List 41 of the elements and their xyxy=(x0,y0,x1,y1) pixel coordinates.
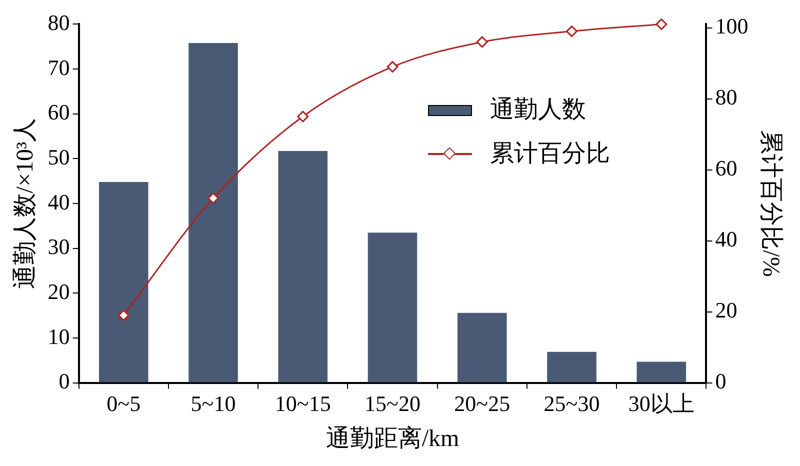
x-tick-label: 15~20 xyxy=(364,390,420,416)
point xyxy=(386,61,398,73)
point xyxy=(656,18,668,30)
y-tick-label: 60 xyxy=(48,100,70,125)
y-tick-label: 10 xyxy=(48,324,70,349)
bar xyxy=(636,362,686,382)
legend-label: 通勤人数 xyxy=(490,96,586,125)
bar xyxy=(98,182,148,382)
bar xyxy=(278,151,328,382)
x-tick-label: 10~15 xyxy=(274,390,331,416)
y-tick-label: 70 xyxy=(48,54,70,80)
y2-tick-label: 0 xyxy=(715,368,726,394)
y2-tick-label: 100 xyxy=(715,14,748,39)
y2-tick-label: 80 xyxy=(715,84,738,110)
x-tick-label: 25~30 xyxy=(544,390,600,416)
point xyxy=(207,192,219,204)
y-tick-label: 30 xyxy=(48,234,70,260)
bar xyxy=(188,43,238,382)
y2-axis-title: 累计百分比/% xyxy=(757,130,784,277)
y-tick-label: 40 xyxy=(48,189,70,214)
y-tick-label: 20 xyxy=(48,278,70,304)
y2-tick-label: 40 xyxy=(715,226,738,252)
x-tick-label: 5~10 xyxy=(190,390,236,416)
point xyxy=(118,310,130,322)
y2-tick-label: 60 xyxy=(715,156,738,181)
y-tick-label: 80 xyxy=(48,10,70,35)
y-tick-label: 50 xyxy=(48,144,70,170)
x-tick-label: 20~25 xyxy=(454,390,510,416)
x-axis-title: 通勤距离/km xyxy=(326,424,460,452)
y-axis-title: 通勤人数/×10³人 xyxy=(12,118,39,290)
bar xyxy=(457,312,507,382)
y-tick-label: 0 xyxy=(58,368,70,394)
bar xyxy=(547,352,596,382)
point xyxy=(566,26,578,38)
point xyxy=(476,36,488,48)
legend-label: 累计百分比 xyxy=(490,140,610,169)
bar xyxy=(368,232,418,382)
x-tick-label: 0~5 xyxy=(106,390,141,416)
x-tick-label: 30以上 xyxy=(628,390,694,416)
y2-tick-label: 20 xyxy=(715,298,738,323)
point xyxy=(297,110,309,122)
